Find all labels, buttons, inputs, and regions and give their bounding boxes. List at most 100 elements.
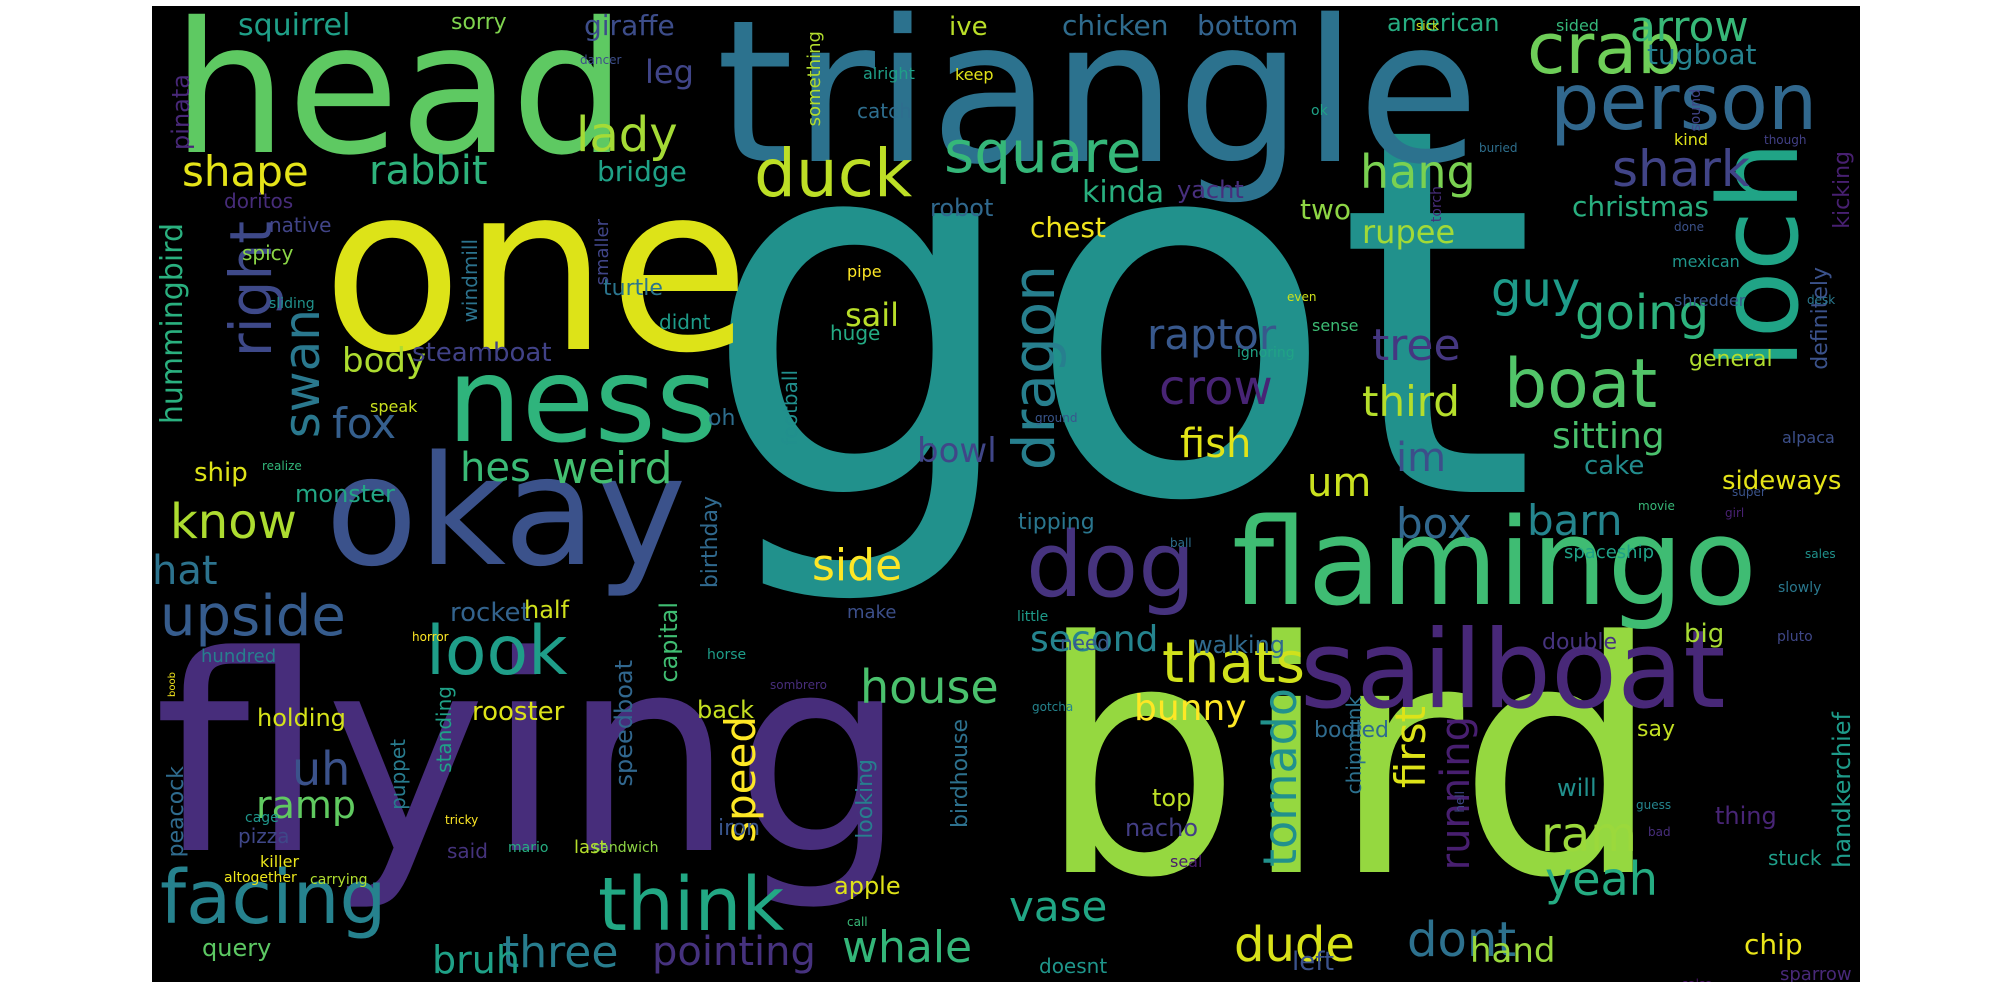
word: salsa (1682, 978, 1713, 982)
word: cake (1584, 451, 1645, 481)
word: sombrero (770, 678, 827, 692)
word: sitting (1552, 416, 1665, 457)
word: dancer (580, 53, 622, 67)
word: hundred (201, 646, 277, 667)
word: ness (447, 331, 718, 469)
word: speedboat (610, 660, 638, 787)
word: hummingbird (155, 223, 190, 425)
word: movie (1638, 499, 1675, 513)
word: um (1307, 460, 1372, 506)
word: back (697, 696, 755, 724)
word: oh (708, 406, 736, 431)
word: mexican (1672, 252, 1740, 271)
word: crow (1159, 360, 1273, 416)
word: flying (154, 599, 907, 915)
word: box (1396, 499, 1472, 548)
word: standing (432, 686, 456, 773)
word: bunny (1134, 688, 1247, 729)
word: birthday (698, 496, 723, 589)
word: ramp (256, 783, 357, 827)
word: sparrow (1780, 964, 1852, 983)
word: nacho (1125, 814, 1199, 842)
word: sense (1312, 316, 1359, 335)
word: first (1386, 706, 1435, 789)
word: killer (260, 852, 300, 871)
word: spaceship (1564, 542, 1655, 563)
word: square (944, 118, 1142, 186)
word: iron (718, 816, 761, 841)
word: something (804, 31, 825, 127)
word: chipmunk (1342, 696, 1366, 795)
word: triangle (716, 6, 1480, 208)
word: capital (655, 602, 683, 683)
word: kicking (1830, 151, 1855, 229)
word: ok (1311, 103, 1328, 119)
word: sliding (269, 296, 315, 312)
word: side (812, 540, 903, 591)
word: tipping (1018, 510, 1095, 535)
word: didnt (659, 310, 711, 334)
word: bruh (432, 938, 520, 982)
word: christmas (1572, 190, 1710, 223)
word: last (574, 837, 607, 858)
word: guess (1636, 798, 1672, 812)
word: little (1017, 609, 1049, 625)
word: chip (1744, 928, 1803, 961)
word: looking (853, 759, 878, 839)
word: second (1030, 619, 1159, 660)
word: whale (842, 922, 973, 973)
word: bird (1037, 573, 1662, 948)
word: rooster (472, 697, 565, 727)
word: sound (1688, 89, 1704, 132)
word: birdhouse (948, 719, 973, 829)
word: tree (1372, 320, 1461, 371)
word: body (342, 341, 427, 381)
word: definitely (1808, 267, 1833, 370)
word: look (426, 612, 568, 691)
word: alpaca (1782, 428, 1835, 447)
word: weird (552, 443, 673, 494)
word: tugboat (1647, 38, 1757, 71)
word: walking (1193, 631, 1286, 659)
word: bad (1648, 825, 1671, 839)
word: even (1287, 290, 1317, 304)
word: turtle (603, 276, 663, 301)
word: call (847, 915, 868, 929)
word: pinata (167, 74, 195, 150)
word: vase (1009, 882, 1108, 931)
word: got (701, 20, 1537, 613)
word: bottom (1197, 9, 1299, 42)
word: pluto (1777, 629, 1813, 645)
word: kind (1674, 130, 1709, 149)
word: dude (1234, 917, 1355, 973)
word: know (170, 494, 297, 550)
word: will (1557, 774, 1597, 802)
word: keep (955, 65, 994, 84)
word: ive (949, 12, 988, 42)
word-cloud: got flying bird triangle one head okay n… (152, 6, 1860, 982)
word: duck (754, 135, 913, 212)
word: gotcha (1032, 700, 1074, 714)
word: two (1300, 193, 1352, 226)
word: flamingo (1232, 494, 1757, 633)
word: bodied (1314, 718, 1390, 743)
word: dont (1407, 912, 1517, 968)
word: shredder (1674, 291, 1746, 310)
word: hes (460, 445, 531, 491)
word: lady (576, 107, 678, 163)
word: dragon (1000, 265, 1068, 471)
word: hat (152, 548, 218, 594)
word: make (847, 602, 897, 623)
word: handkerchief (1828, 712, 1856, 868)
word: hand (1470, 931, 1556, 971)
word: mario (508, 840, 549, 856)
word: squirrel (238, 8, 351, 43)
word: pointing (652, 929, 816, 975)
word: person (1550, 58, 1818, 148)
word: need (1060, 631, 1110, 655)
word: dog (1026, 513, 1196, 618)
word: boat (1504, 345, 1658, 424)
word: said (447, 839, 488, 863)
word: double (1542, 630, 1617, 655)
word: arrow (1630, 6, 1749, 51)
